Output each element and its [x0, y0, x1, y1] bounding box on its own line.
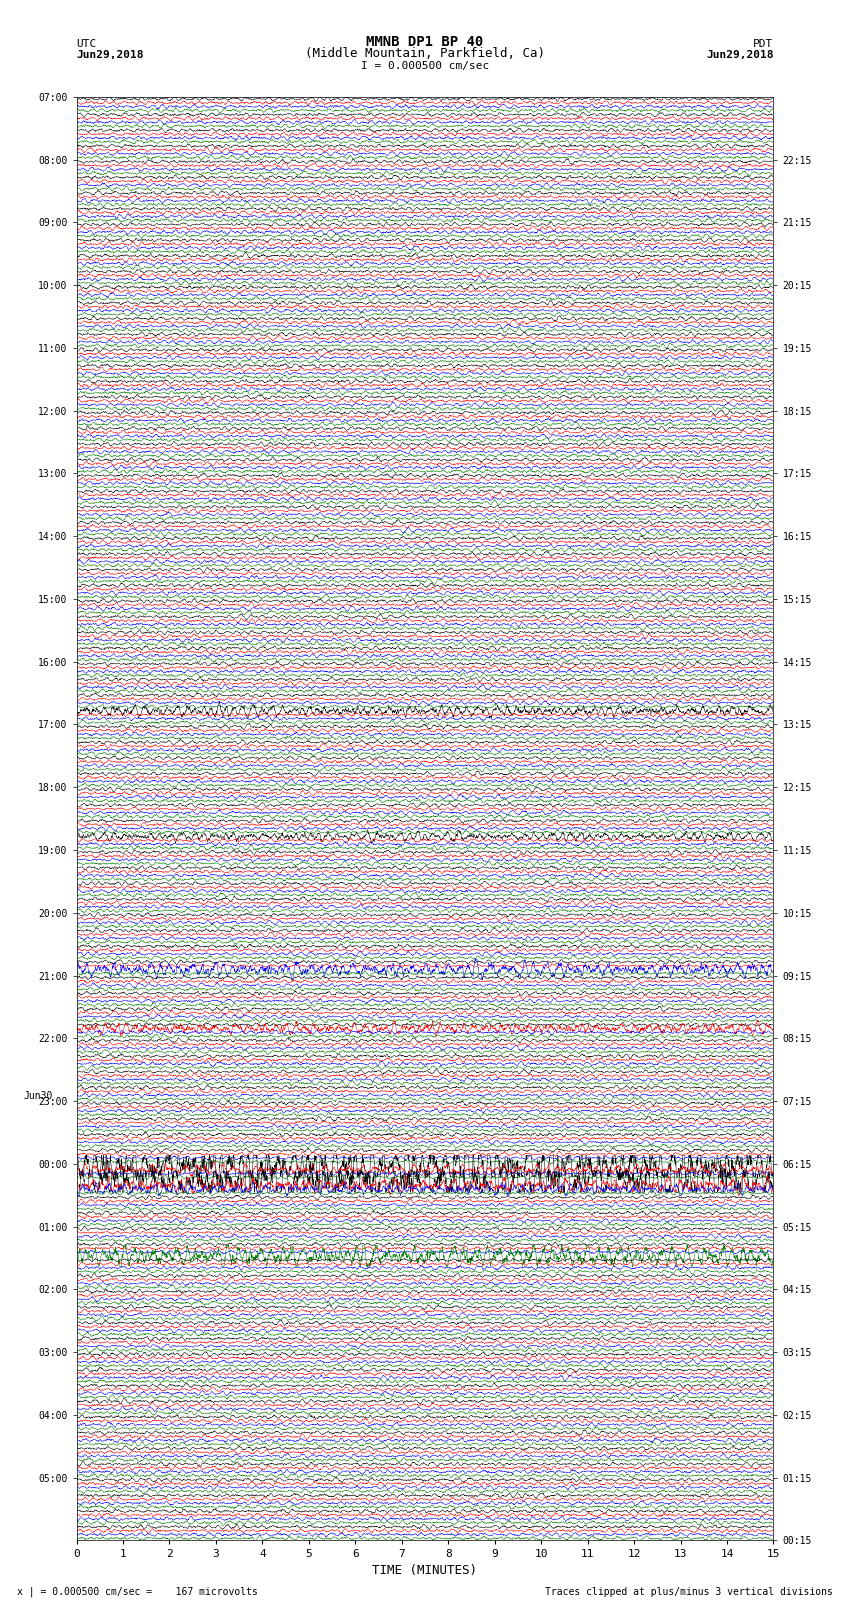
Text: PDT: PDT: [753, 39, 774, 50]
Text: MMNB DP1 BP 40: MMNB DP1 BP 40: [366, 35, 484, 50]
Text: (Middle Mountain, Parkfield, Ca): (Middle Mountain, Parkfield, Ca): [305, 47, 545, 60]
X-axis label: TIME (MINUTES): TIME (MINUTES): [372, 1563, 478, 1576]
Text: Jun30: Jun30: [24, 1092, 54, 1102]
Text: Traces clipped at plus/minus 3 vertical divisions: Traces clipped at plus/minus 3 vertical …: [545, 1587, 833, 1597]
Text: Jun29,2018: Jun29,2018: [706, 50, 774, 60]
Text: I = 0.000500 cm/sec: I = 0.000500 cm/sec: [361, 61, 489, 71]
Text: Jun29,2018: Jun29,2018: [76, 50, 144, 60]
Text: UTC: UTC: [76, 39, 97, 50]
Text: x | = 0.000500 cm/sec =    167 microvolts: x | = 0.000500 cm/sec = 167 microvolts: [17, 1586, 258, 1597]
